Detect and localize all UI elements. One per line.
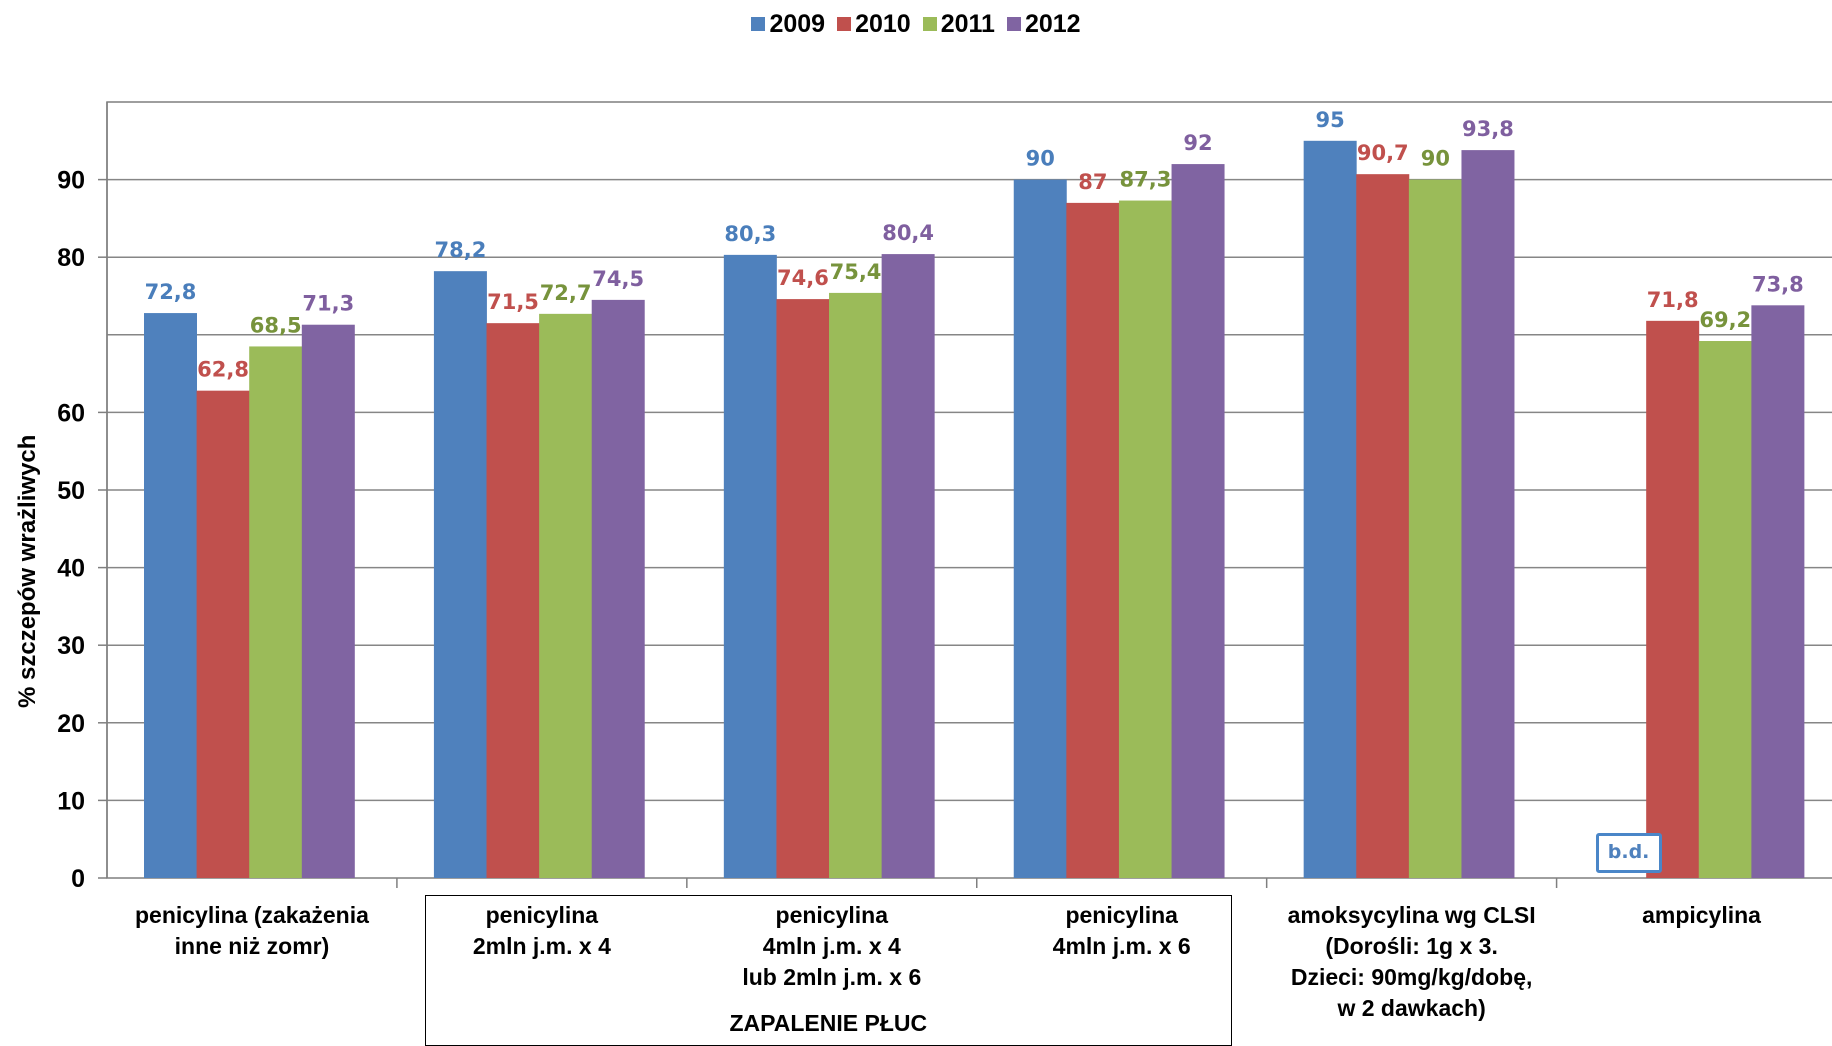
bar-2010 <box>776 299 830 878</box>
x-category-label: penicylina 2mln j.m. x 4 <box>472 902 611 959</box>
bar-2009 <box>433 271 487 879</box>
data-label: 90,7 <box>1357 141 1409 165</box>
no-data-badge: b.d. <box>1595 833 1662 873</box>
bar-2010 <box>1066 202 1120 878</box>
bar-2012 <box>881 254 935 878</box>
x-category-label: penicylina 4mln j.m. x 6 <box>1052 902 1191 959</box>
data-label: 72,7 <box>540 281 592 305</box>
legend-item-2010: 2010 <box>837 10 911 39</box>
data-label: 93,8 <box>1462 117 1514 141</box>
legend-item-2009: 2009 <box>751 10 825 39</box>
y-tick-label: 10 <box>57 787 85 815</box>
data-label: 73,8 <box>1752 272 1804 296</box>
data-label: 80,4 <box>882 221 934 245</box>
bar-2009 <box>723 254 777 878</box>
data-label: 75,4 <box>830 260 882 284</box>
bar-2012 <box>1751 305 1805 878</box>
data-label: 68,5 <box>250 313 302 337</box>
data-label: 72,8 <box>145 280 197 304</box>
y-tick-label: 30 <box>57 632 85 660</box>
bar-2011 <box>829 292 883 878</box>
bar-2010 <box>1356 174 1410 879</box>
data-label: 78,2 <box>435 238 487 262</box>
legend-label: 2012 <box>1024 10 1081 38</box>
legend-swatch <box>837 17 852 31</box>
x-category-label: amoksycylina wg CLSI (Dorośli: 1g x 3. D… <box>1287 902 1536 1021</box>
bar-2011 <box>539 313 593 878</box>
y-tick-label: 40 <box>57 555 85 583</box>
legend-item-2012: 2012 <box>1006 10 1081 39</box>
legend-label: 2010 <box>855 10 911 38</box>
data-label: 87,3 <box>1120 168 1172 192</box>
y-tick-label: 0 <box>71 865 85 893</box>
data-label: 90 <box>1421 147 1450 171</box>
data-label: 71,8 <box>1647 288 1699 312</box>
bar-2012 <box>301 324 355 878</box>
legend-swatch <box>1006 17 1021 31</box>
data-label: 87 <box>1078 170 1107 194</box>
bar-2010 <box>486 323 540 878</box>
bar-2009 <box>144 313 197 878</box>
x-category-label: penicylina (zakażenia inne niż zomr) <box>134 902 369 959</box>
legend: 2009 2010 2011 2012 <box>0 10 1832 39</box>
bar-2011 <box>1408 179 1462 879</box>
y-tick-label: 60 <box>57 399 85 427</box>
bar-2009 <box>1013 179 1067 879</box>
x-category-label: penicylina 4mln j.m. x 4 lub 2mln j.m. x… <box>742 902 922 990</box>
y-axis-label: % szczepów wrażliwych <box>14 434 41 708</box>
legend-item-2011: 2011 <box>922 10 995 39</box>
data-label: 71,5 <box>487 290 539 314</box>
bar-2011 <box>249 346 303 878</box>
bar-2011 <box>1118 200 1172 878</box>
y-tick-label: 20 <box>57 710 85 738</box>
pneumonia-group-label: ZAPALENIE PŁUC <box>729 1010 928 1036</box>
legend-swatch <box>751 17 766 31</box>
legend-swatch <box>922 17 937 31</box>
legend-label: 2009 <box>769 10 826 38</box>
data-label: 95 <box>1316 108 1345 132</box>
y-tick-label: 80 <box>57 244 85 272</box>
data-label: 90 <box>1026 147 1055 171</box>
bar-2012 <box>1461 150 1515 878</box>
bar-2012 <box>1171 164 1225 878</box>
y-tick-label: 90 <box>57 167 85 195</box>
bar-2010 <box>1646 320 1700 878</box>
bar-2010 <box>196 390 250 878</box>
bar-2011 <box>1698 341 1752 878</box>
data-label: 80,3 <box>724 222 776 246</box>
data-label: 69,2 <box>1699 308 1751 332</box>
data-label: 62,8 <box>197 358 249 382</box>
data-label: 74,5 <box>592 267 644 291</box>
y-tick-label: 50 <box>57 477 85 505</box>
data-label: 71,3 <box>302 292 354 316</box>
data-label: 92 <box>1183 131 1212 155</box>
bar-2009 <box>1303 140 1357 879</box>
legend-label: 2011 <box>940 10 995 38</box>
data-label: 74,6 <box>777 266 829 290</box>
x-category-label: ampicylina <box>1642 902 1761 928</box>
bar-2012 <box>591 299 645 878</box>
